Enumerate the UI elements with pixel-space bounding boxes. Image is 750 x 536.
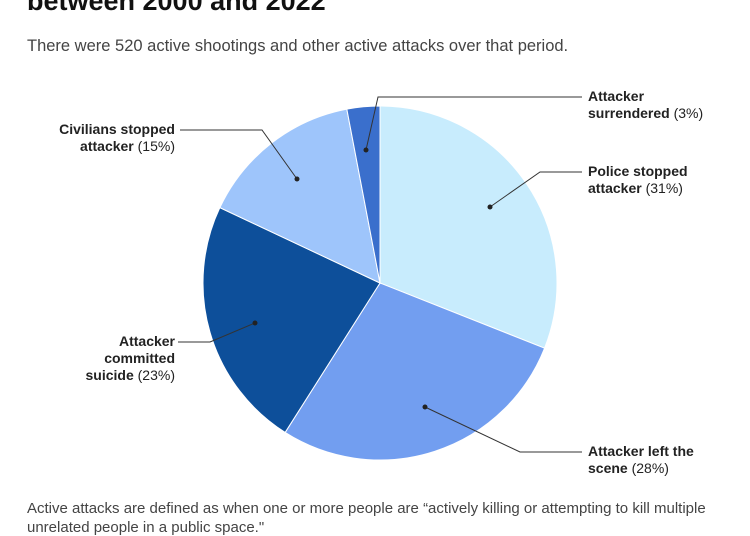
value-label: (31%): [645, 180, 683, 196]
slice-label: Attacker surrendered (3%): [588, 88, 728, 122]
slice-label: Attacker left the scene (28%): [588, 443, 718, 477]
value-label: (3%): [673, 105, 704, 121]
chart-title: between 2000 and 2022: [27, 0, 326, 16]
leader-dot: [363, 147, 369, 153]
pie-slice: [346, 105, 381, 284]
slice-label: Attacker committed suicide (23%): [58, 333, 176, 384]
chart-subtitle: There were 520 active shootings and othe…: [27, 37, 569, 55]
leader-dot: [487, 204, 493, 210]
category-label: Police stopped attacker: [588, 163, 688, 196]
value-label: (15%): [137, 138, 175, 154]
leader-line: [489, 171, 582, 208]
value-label: (28%): [631, 460, 669, 476]
leader-line: [178, 322, 256, 343]
leader-line: [424, 406, 582, 453]
leader-line: [180, 129, 298, 180]
category-label: Attacker committed suicide: [85, 333, 176, 383]
leader-dot: [252, 320, 258, 326]
category-label: Attacker left the scene: [588, 443, 694, 476]
category-label: Attacker surrendered: [588, 88, 670, 121]
slice-label: Civilians stopped attacker (15%): [30, 121, 175, 155]
leader-dot: [294, 176, 300, 182]
value-label: (23%): [137, 367, 175, 383]
leader-line: [365, 96, 582, 151]
category-label: Civilians stopped attacker: [59, 121, 175, 154]
footnote: Active attacks are defined as when one o…: [27, 500, 706, 536]
slice-label: Police stopped attacker (31%): [588, 163, 713, 197]
leader-dot: [422, 404, 428, 410]
pie-slice: [202, 206, 381, 434]
pie-slice: [284, 282, 546, 461]
pie-slice: [379, 105, 558, 349]
